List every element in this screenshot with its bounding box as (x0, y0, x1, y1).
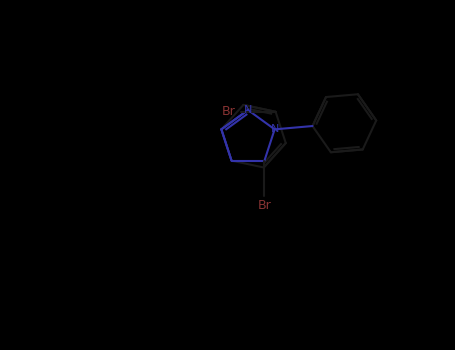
Text: Br: Br (258, 199, 271, 212)
Text: N: N (270, 124, 279, 134)
Text: N: N (244, 105, 252, 115)
Text: Br: Br (222, 105, 236, 118)
